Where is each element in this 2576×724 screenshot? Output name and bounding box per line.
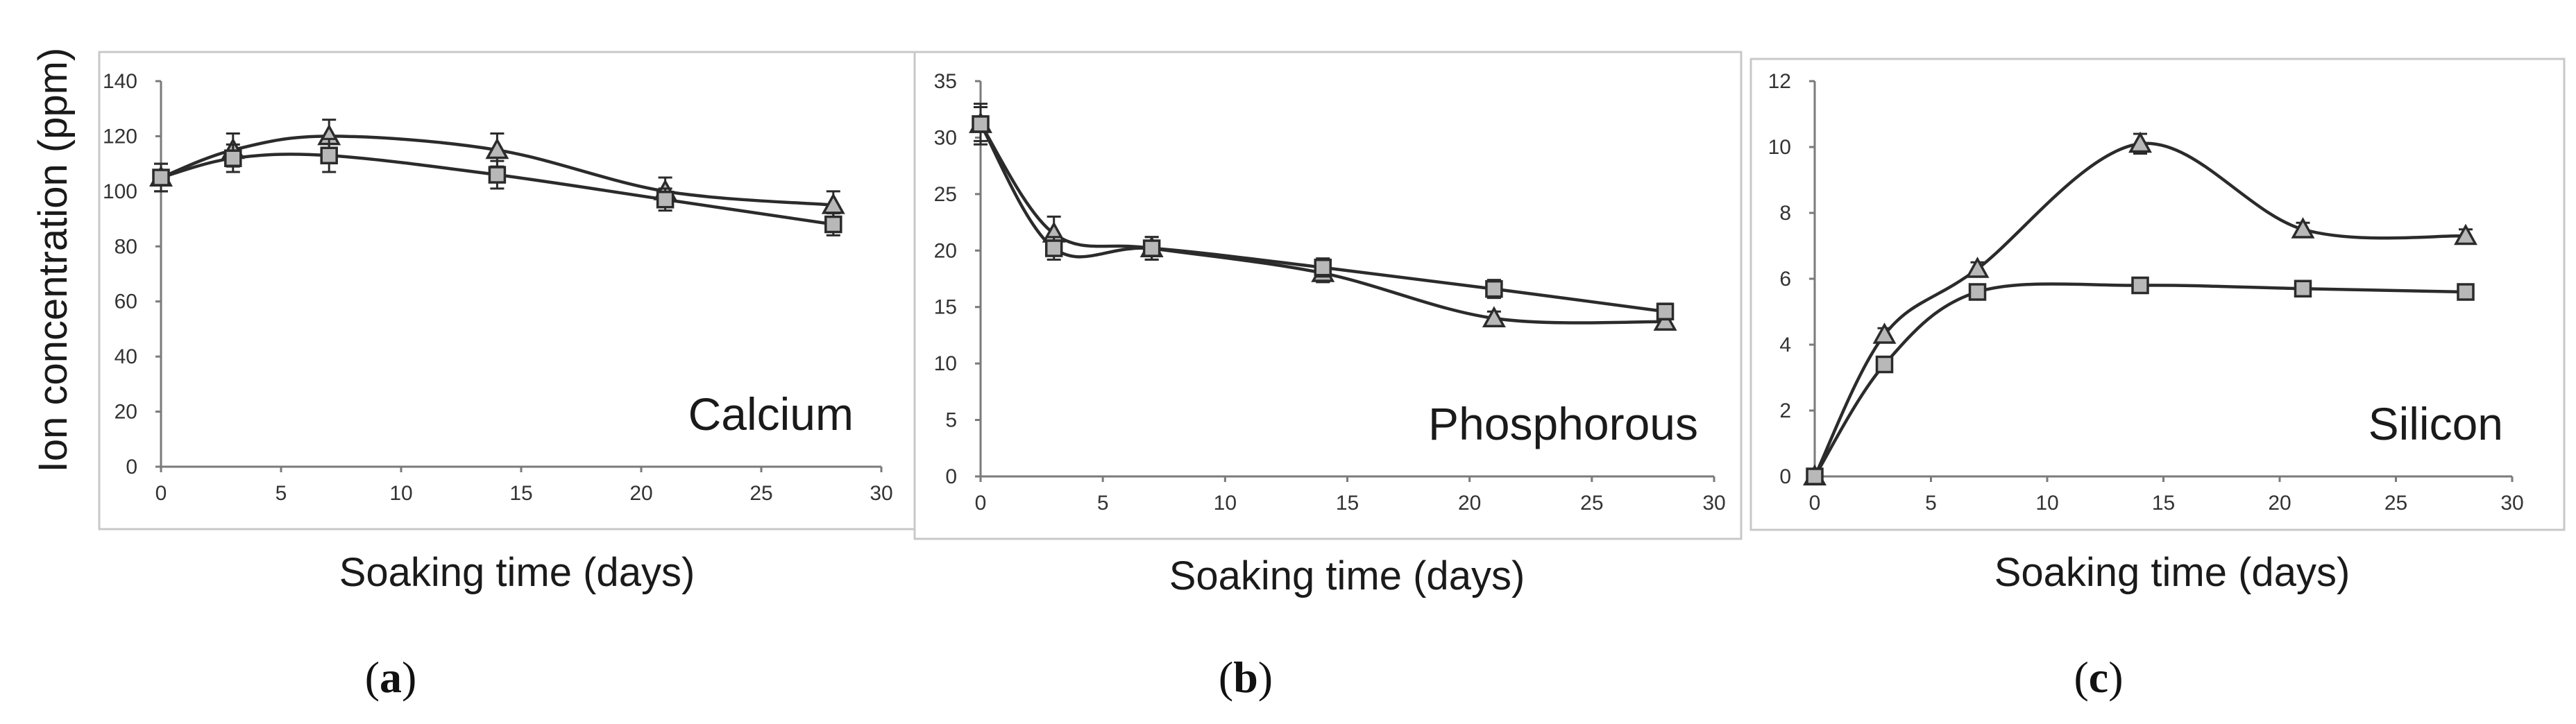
y-tick-label: 30 — [934, 126, 957, 149]
y-tick-label: 2 — [1779, 399, 1791, 422]
y-tick-label: 4 — [1779, 334, 1791, 356]
x-tick-label: 10 — [2035, 492, 2058, 515]
data-point-triangle — [2291, 217, 2315, 239]
x-tick-label: 30 — [1702, 492, 1725, 515]
x-tick-label: 0 — [975, 492, 987, 515]
data-point-square — [1142, 239, 1161, 257]
y-tick-label: 20 — [115, 401, 137, 424]
chart-panel-phosphorous: 0 5 10 15 20 25 30 35 0 5 10 15 20 25 30 Phosphorous Soa… — [913, 51, 1743, 702]
chart-panel-silicon: 0 2 4 6 8 10 12 0 5 10 15 20 25 30 Silicon Soaking time… — [1749, 58, 2566, 702]
data-point-triangle — [2454, 223, 2477, 245]
y-tick-label: 0 — [945, 465, 957, 488]
data-point-square — [1485, 279, 1503, 298]
data-point-square — [224, 149, 242, 167]
x-axis-label: Soaking time (days) — [339, 550, 695, 595]
series-line-triangle — [1813, 141, 2466, 477]
x-axis-label: Soaking time (days) — [1994, 550, 2350, 595]
x-tick-label: 20 — [2268, 492, 2291, 515]
y-tick-label: 20 — [934, 239, 957, 262]
series-line-triangle — [979, 123, 1666, 325]
y-tick-label: 0 — [126, 456, 137, 479]
x-tick-label: 5 — [1925, 492, 1937, 515]
y-tick-label: 80 — [115, 235, 137, 258]
y-tick-label: 40 — [115, 345, 137, 368]
panel-label: (b) — [1219, 653, 1273, 702]
chart-title: Phosphorous — [1428, 398, 1698, 449]
data-point-square — [2131, 276, 2149, 295]
y-tick-label: 15 — [934, 296, 957, 319]
data-point-square — [1314, 258, 1332, 277]
data-point-triangle — [2128, 131, 2152, 153]
data-point-square — [972, 115, 990, 133]
data-point-square — [152, 169, 170, 187]
data-point-square — [1875, 355, 1894, 374]
y-tick-label: 25 — [934, 183, 957, 206]
data-point-triangle — [1965, 257, 1990, 278]
y-tick-label: 35 — [934, 70, 957, 93]
chart-frame — [98, 51, 916, 531]
y-tick-label: 6 — [1779, 268, 1791, 291]
x-tick-label: 30 — [870, 482, 892, 505]
x-tick-label: 10 — [1214, 492, 1237, 515]
data-point-triangle — [485, 137, 509, 160]
data-point-square — [1806, 467, 1824, 485]
data-point-square — [824, 215, 842, 234]
data-point-square — [2294, 279, 2312, 298]
x-tick-label: 15 — [2152, 492, 2175, 515]
y-tick-label: 5 — [945, 409, 957, 432]
y-tick-label: 140 — [103, 70, 137, 93]
y-tick-label: 10 — [934, 352, 957, 375]
panel-label: (a) — [365, 653, 417, 702]
x-tick-label: 10 — [389, 482, 412, 505]
data-point-square — [2457, 283, 2475, 301]
y-tick-label: 10 — [1768, 136, 1791, 159]
data-point-square — [320, 146, 338, 164]
panel-label: (c) — [2074, 653, 2123, 702]
chart-frame — [1749, 58, 2566, 531]
chart-panel-calcium: 0 20 40 60 80 100 120 140 0 5 10 15 20 25 30 Calcium Soa… — [98, 51, 916, 702]
x-tick-label: 20 — [629, 482, 652, 505]
y-tick-label: 60 — [115, 291, 137, 313]
x-tick-label: 25 — [2384, 492, 2407, 515]
y-tick-label: 8 — [1779, 202, 1791, 225]
x-tick-label: 30 — [2500, 492, 2523, 515]
data-point-square — [488, 166, 507, 184]
y-tick-label: 0 — [1779, 465, 1791, 488]
x-tick-label: 20 — [1458, 492, 1481, 515]
y-tick-label: 12 — [1768, 70, 1791, 93]
x-tick-label: 15 — [1336, 492, 1359, 515]
shared-y-axis-label: Ion concentration (ppm) — [31, 48, 76, 473]
x-tick-label: 25 — [1580, 492, 1603, 515]
data-point-triangle — [1872, 322, 1897, 344]
x-tick-label: 15 — [509, 482, 532, 505]
x-tick-label: 0 — [155, 482, 167, 505]
x-tick-label: 25 — [749, 482, 772, 505]
y-tick-label: 120 — [103, 125, 137, 148]
x-tick-label: 5 — [1097, 492, 1109, 515]
x-tick-label: 0 — [1809, 492, 1821, 515]
x-axis-label: Soaking time (days) — [1169, 553, 1525, 598]
chart-title: Calcium — [688, 388, 854, 440]
series-line-square — [979, 123, 1666, 313]
data-point-square — [1044, 239, 1063, 257]
y-tick-label: 100 — [103, 180, 137, 203]
data-point-square — [1968, 283, 1987, 301]
data-point-square — [1656, 302, 1675, 320]
chart-title: Silicon — [2369, 398, 2503, 449]
data-point-square — [656, 191, 675, 209]
data-point-triangle — [1653, 309, 1677, 331]
chart-frame — [913, 51, 1743, 540]
x-tick-label: 5 — [276, 482, 287, 505]
data-point-triangle — [1482, 306, 1506, 327]
